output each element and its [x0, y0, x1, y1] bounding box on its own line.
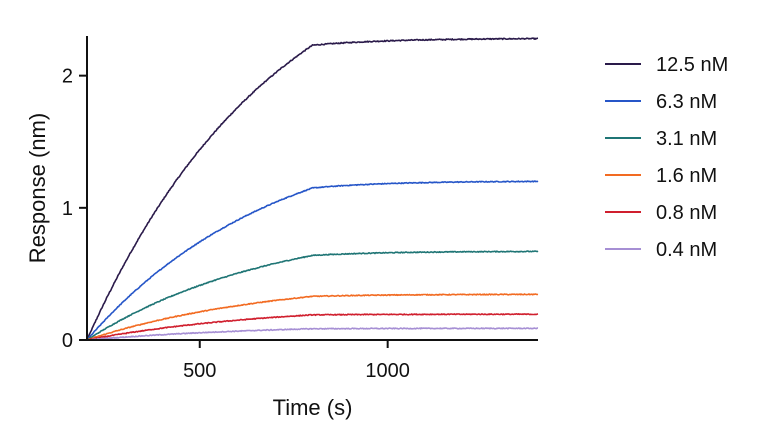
legend-label: 3.1 nM	[656, 128, 717, 150]
series-line-0-8-nm	[86, 313, 539, 341]
y-tick-label: 0	[62, 330, 73, 352]
x-tick-label: 1000	[365, 360, 410, 382]
series-line-12-5-nm	[86, 37, 539, 341]
legend-label: 6.3 nM	[656, 91, 717, 113]
legend-label: 1.6 nM	[656, 165, 717, 187]
series-line-6-3-nm	[86, 180, 539, 341]
y-axis-title: Response (nm)	[25, 113, 50, 263]
y-tick-label: 2	[62, 66, 73, 88]
ticks: 0 1 2 500 1000	[62, 66, 410, 382]
legend-label: 12.5 nM	[656, 54, 728, 76]
series-line-1-6-nm	[86, 293, 539, 341]
y-tick-label: 1	[62, 198, 73, 220]
series-layer	[86, 37, 539, 341]
series-line-0-4-nm	[86, 327, 539, 341]
legend-label: 0.4 nM	[656, 239, 717, 261]
x-tick-label: 500	[183, 360, 216, 382]
axes	[86, 36, 538, 341]
series-line-3-1-nm	[86, 250, 539, 341]
legend: 12.5 nM 6.3 nM 3.1 nM 1.6 nM 0.8 nM 0.4 nM	[605, 54, 728, 261]
x-axis-title: Time (s)	[273, 395, 353, 420]
legend-label: 0.8 nM	[656, 202, 717, 224]
